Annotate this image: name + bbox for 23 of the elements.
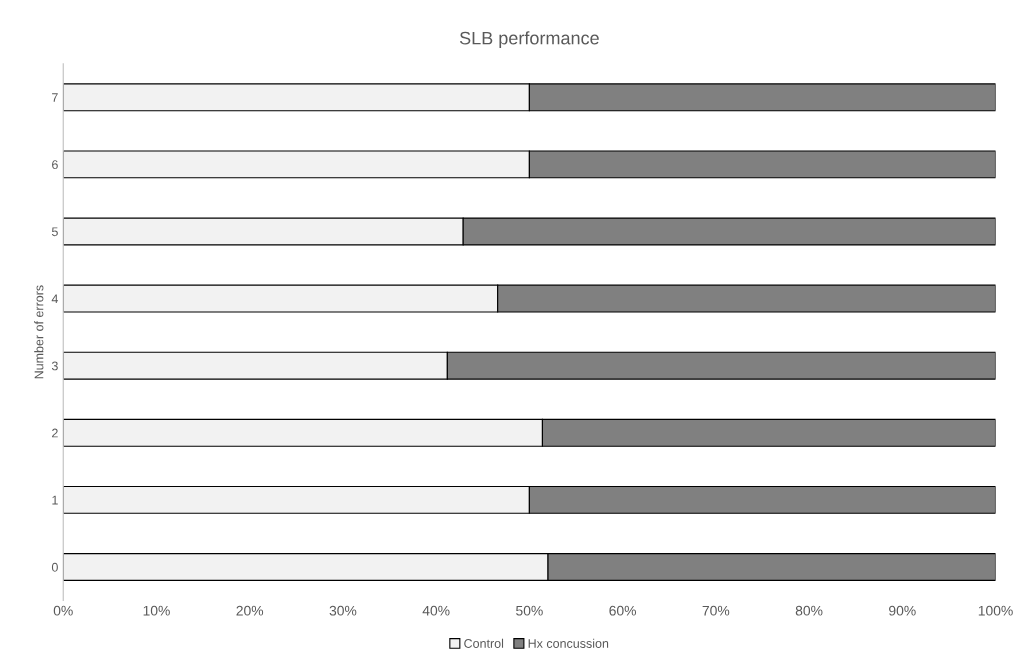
x-tick-label: 60% bbox=[609, 605, 637, 616]
y-axis-title: Number of errors bbox=[34, 285, 44, 379]
y-tick-label: 4 bbox=[51, 294, 59, 304]
x-tick-label: 90% bbox=[889, 605, 916, 616]
y-tick-label: 2 bbox=[52, 428, 58, 438]
x-tick-label: 30% bbox=[329, 605, 357, 616]
x-tick-label: 0% bbox=[53, 605, 73, 616]
x-tick-label: 10% bbox=[143, 605, 170, 616]
y-tick-label: 5 bbox=[51, 227, 58, 237]
legend-label: Hx concussion bbox=[528, 638, 609, 648]
x-tick-label: 100% bbox=[978, 605, 1013, 616]
x-tick-label: 20% bbox=[236, 605, 264, 616]
x-tick-label: 70% bbox=[702, 605, 730, 616]
y-tick-label: 7 bbox=[52, 93, 58, 102]
y-tick-label: 3 bbox=[51, 361, 58, 371]
chart-title: SLB performance bbox=[459, 31, 599, 49]
x-tick-label: 50% bbox=[516, 605, 543, 616]
x-tick-label: 80% bbox=[795, 605, 823, 616]
y-tick-label: 1 bbox=[52, 495, 58, 505]
y-tick-label: 6 bbox=[52, 160, 58, 170]
x-tick-label: 40% bbox=[422, 605, 450, 616]
legend-label: Control bbox=[464, 638, 504, 648]
y-tick-label: 0 bbox=[51, 562, 58, 572]
